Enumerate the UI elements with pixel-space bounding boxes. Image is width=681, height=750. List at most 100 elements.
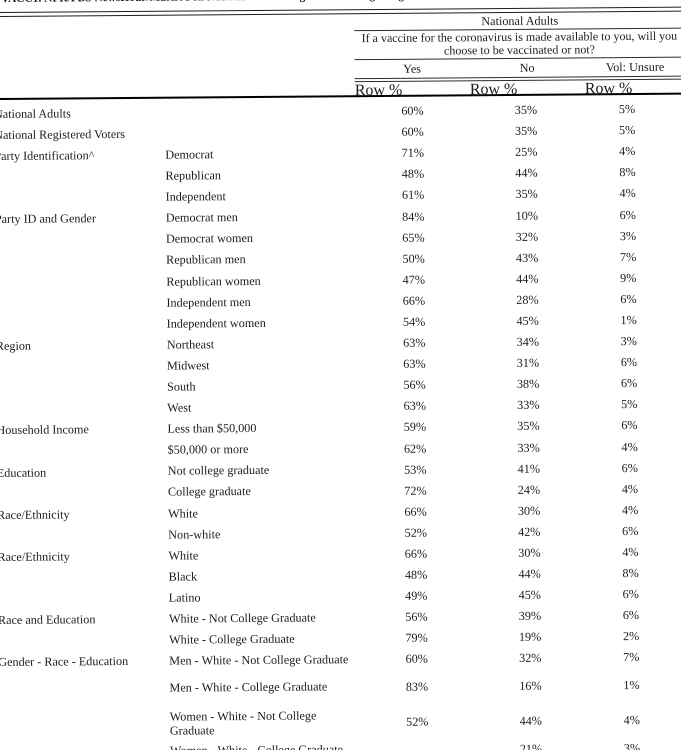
unsure-value: 5%	[618, 102, 636, 117]
no-value: 31%	[516, 355, 540, 371]
yes-value: 49%	[405, 588, 428, 603]
unsure-value: 1%	[623, 677, 640, 692]
yes-value: 60%	[401, 124, 424, 139]
table-section: Party Identification^ Democrat 71% 25% 4% Rep…	[0, 141, 681, 210]
row-subgroup-label: Men - White - Not College Graduate	[169, 652, 349, 668]
row-subgroup-label: Midwest	[166, 358, 210, 373]
group-label: National Registered Voters	[0, 127, 126, 143]
no-value: 33%	[517, 440, 540, 455]
no-value: 44%	[519, 713, 542, 728]
row-subgroup-label: Non-white	[168, 526, 221, 542]
yes-value: 60%	[405, 652, 428, 667]
row-subgroup-label: Women - White - Not College Graduate	[169, 708, 317, 738]
no-value: 34%	[516, 334, 539, 349]
row-subgroup-label: Republican women	[166, 273, 261, 289]
unsure-value: 4%	[621, 502, 639, 517]
no-value: 25%	[515, 144, 538, 160]
table-section: Household Income Less than $50,000 59% 35% 6…	[0, 415, 681, 463]
no-value: 32%	[515, 229, 539, 244]
unsure-value: 8%	[622, 566, 639, 581]
column-header-unsure: Vol: Unsure	[605, 59, 665, 74]
section-rows: Democrat men 84% 10% 6% Democrat women 65% 32%…	[166, 204, 681, 335]
unsure-value: 3%	[623, 740, 641, 750]
no-value: 16%	[519, 678, 542, 693]
section-rows: Democrat 71% 25% 4% Republican 48% 44% 8% Indepe…	[165, 141, 681, 208]
section-rows: White 66% 30% 4% Black 48% 44% 8% Latino 49% 45% 6%	[168, 542, 681, 609]
unsure-value: 8%	[619, 165, 636, 180]
yes-value	[360, 742, 475, 743]
no-value: 45%	[516, 313, 539, 328]
yes-value: 52%	[406, 714, 429, 729]
table-row: Men - White - College Graduate 83% 16% 1%	[169, 668, 681, 705]
yes-value: 63%	[403, 398, 426, 414]
group-label: National Adults	[0, 106, 71, 121]
unsure-value: 3%	[619, 228, 637, 243]
yes-value: 56%	[405, 609, 428, 625]
section-rows: Less than $50,000 59% 35% 6% $50,000 or more…	[167, 415, 681, 461]
group-label: Race/Ethnicity	[0, 549, 70, 564]
unsure-value: 4%	[622, 544, 639, 560]
yes-value: 72%	[404, 483, 427, 498]
group-label: Household Income	[0, 422, 89, 438]
yes-value: 59%	[403, 420, 427, 435]
row-subgroup-label: $50,000 or more	[167, 442, 249, 457]
no-value: 10%	[515, 208, 539, 223]
table-section: Education Not college graduate 53% 41% 6% Col…	[0, 457, 681, 505]
yes-value: 65%	[402, 230, 425, 245]
no-value: 24%	[517, 482, 541, 497]
yes-value: 63%	[403, 356, 426, 371]
yes-value: 52%	[404, 525, 427, 540]
row-subgroup-label: Republican men	[166, 252, 246, 268]
unsure-value: 4%	[621, 439, 638, 454]
no-value: 35%	[515, 187, 538, 202]
row-subgroup-label: White	[168, 548, 199, 563]
question-text: If a vaccine for the coronavirus is made…	[361, 28, 678, 58]
row-subgroup-label: Democrat women	[165, 231, 253, 247]
group-label: Party Identification^	[0, 148, 95, 164]
row-subgroup-label: Democrat men	[165, 210, 238, 225]
row-subgroup-label: Less than $50,000	[167, 421, 257, 436]
group-label: Gender - Race - Education	[0, 654, 129, 670]
section-rows: White - Not College Graduate 56% 39% 6% Whit…	[169, 605, 681, 651]
group-label: Race/Ethnicity	[0, 507, 70, 522]
no-value: 35%	[514, 102, 538, 117]
no-value: 42%	[518, 524, 541, 539]
unsure-value: 6%	[619, 207, 636, 222]
no-value: 30%	[517, 503, 541, 518]
unsure-value: 7%	[619, 249, 637, 264]
yes-value: 79%	[405, 631, 428, 646]
row-subgroup-label: White - Not College Graduate	[168, 610, 316, 626]
no-value: 30%	[518, 545, 541, 560]
unsure-value: 4%	[621, 481, 639, 496]
column-header-no: No	[519, 60, 535, 75]
section-rows: Men - White - Not College Graduate 60% 32%…	[169, 647, 681, 750]
yes-value: 71%	[401, 145, 425, 161]
no-value: 45%	[518, 587, 541, 603]
unsure-value: 1%	[620, 312, 637, 328]
yes-value: 66%	[404, 546, 428, 561]
table-section: Region Northeast 63% 34% 3% Midwest 63% 31% 6% So…	[0, 331, 681, 421]
row-subgroup-label: College graduate	[167, 484, 251, 500]
yes-value: 60%	[401, 103, 424, 118]
no-value: 44%	[516, 271, 539, 286]
row-subgroup-label: Northeast	[166, 337, 215, 352]
group-label: Education	[0, 465, 47, 480]
unsure-value: 4%	[619, 186, 636, 201]
unsure-value: 6%	[621, 460, 638, 475]
yes-value: 83%	[405, 679, 429, 694]
yes-value: 63%	[403, 335, 426, 350]
unsure-value: 6%	[620, 376, 638, 391]
column-headers-row: Yes No Vol: Unsure	[355, 59, 681, 77]
unsure-value: 5%	[618, 123, 636, 138]
unsure-value: 6%	[622, 608, 640, 623]
unsure-value: 5%	[621, 397, 638, 412]
table-section: Party ID and Gender Democrat men 84% 10% 6% D…	[0, 204, 681, 336]
group-label: Race and Education	[0, 612, 96, 628]
no-value: 38%	[516, 376, 540, 392]
unsure-value: 9%	[620, 270, 637, 285]
unsure-value: 2%	[622, 629, 640, 644]
table-section: Race and Education White - Not College Gr…	[0, 605, 681, 653]
table-section: Race/Ethnicity White 66% 30% 4% Black 48% 44% 8%…	[0, 542, 681, 611]
no-value: 41%	[517, 461, 540, 476]
